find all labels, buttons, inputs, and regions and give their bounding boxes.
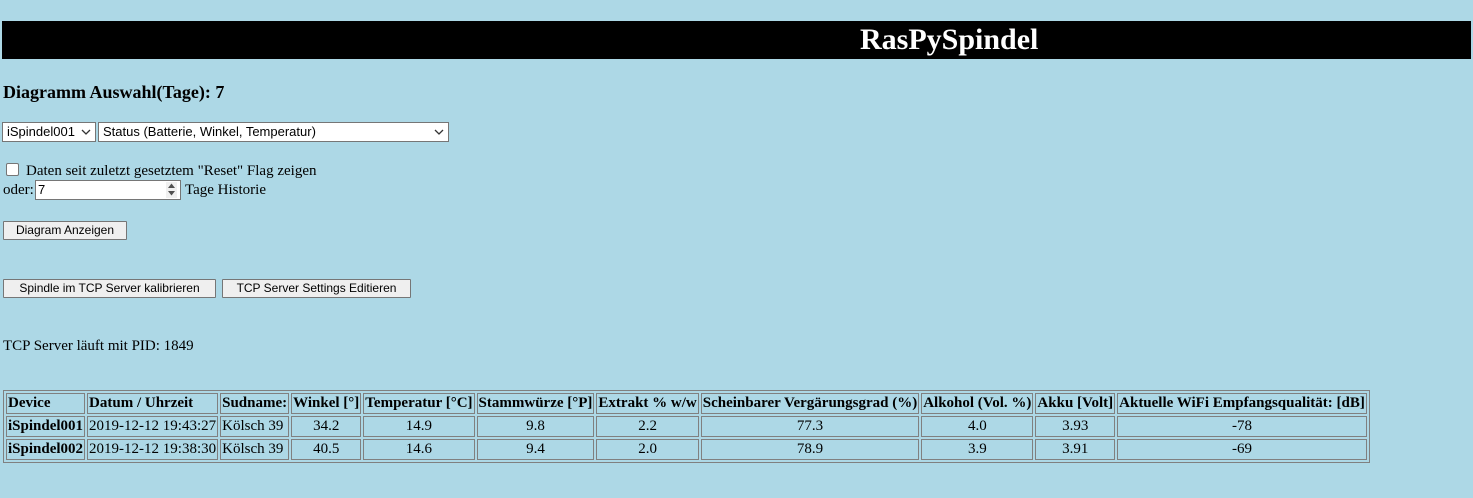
- column-header: Sudname:: [220, 393, 290, 414]
- show-diagram-button[interactable]: Diagram Anzeigen: [3, 221, 127, 240]
- spin-down-button[interactable]: [166, 190, 177, 198]
- wifi-cell: -69: [1117, 439, 1367, 460]
- column-header: Aktuelle WiFi Empfangsqualität: [dB]: [1117, 393, 1367, 414]
- attenuation-cell: 77.3: [700, 416, 920, 437]
- column-header: Device: [6, 393, 86, 414]
- temperature-cell: 14.9: [363, 416, 475, 437]
- table-row: iSpindel001 2019-12-12 19:43:27 Kölsch 3…: [6, 416, 1367, 437]
- chevron-down-icon: [434, 129, 444, 135]
- triangle-down-icon: [168, 191, 175, 196]
- timestamp-cell: 2019-12-12 19:38:30: [87, 439, 219, 460]
- brew-name-cell: Kölsch 39: [220, 416, 290, 437]
- angle-cell: 34.2: [291, 416, 362, 437]
- diagram-type-select[interactable]: Status (Batterie, Winkel, Temperatur): [98, 122, 449, 142]
- timestamp-cell: 2019-12-12 19:43:27: [87, 416, 219, 437]
- alcohol-cell: 3.9: [921, 439, 1034, 460]
- column-header: Akku [Volt]: [1035, 393, 1116, 414]
- spindle-data-table: Device Datum / Uhrzeit Sudname: Winkel […: [3, 390, 1370, 463]
- extract-cell: 2.0: [596, 439, 699, 460]
- title-bar: RasPySpindel: [2, 21, 1471, 59]
- tcp-server-status: TCP Server läuft mit PID: 1849: [3, 338, 194, 354]
- reset-flag-label: Daten seit zuletzt gesetztem "Reset" Fla…: [26, 163, 317, 179]
- history-days-value: 7: [38, 182, 46, 197]
- column-header: Datum / Uhrzeit: [87, 393, 219, 414]
- column-header: Scheinbarer Vergärungsgrad (%): [700, 393, 920, 414]
- wifi-cell: -78: [1117, 416, 1367, 437]
- column-header: Alkohol (Vol. %): [921, 393, 1034, 414]
- diagram-selection-heading: Diagramm Auswahl(Tage): 7: [3, 82, 225, 102]
- chevron-down-icon: [81, 129, 91, 135]
- table-row: iSpindel002 2019-12-12 19:38:30 Kölsch 3…: [6, 439, 1367, 460]
- history-days-input[interactable]: 7: [35, 180, 181, 200]
- device-cell: iSpindel001: [6, 416, 86, 437]
- diagram-type-select-value: Status (Batterie, Winkel, Temperatur): [103, 124, 316, 139]
- history-days-suffix: Tage Historie: [185, 182, 267, 198]
- column-header: Stammwürze [°P]: [476, 393, 595, 414]
- days-spinner[interactable]: [166, 182, 177, 198]
- edit-tcp-settings-button[interactable]: TCP Server Settings Editieren: [222, 279, 411, 298]
- original-gravity-cell: 9.4: [476, 439, 595, 460]
- extract-cell: 2.2: [596, 416, 699, 437]
- column-header: Winkel [°]: [291, 393, 362, 414]
- device-select-value: iSpindel001: [7, 124, 75, 139]
- triangle-up-icon: [168, 183, 175, 188]
- spin-up-button[interactable]: [166, 182, 177, 190]
- reset-flag-checkbox[interactable]: [6, 163, 19, 176]
- device-cell: iSpindel002: [6, 439, 86, 460]
- attenuation-cell: 78.9: [700, 439, 920, 460]
- angle-cell: 40.5: [291, 439, 362, 460]
- original-gravity-cell: 9.8: [476, 416, 595, 437]
- table-header-row: Device Datum / Uhrzeit Sudname: Winkel […: [6, 393, 1367, 414]
- device-select[interactable]: iSpindel001: [2, 122, 96, 142]
- column-header: Extrakt % w/w: [596, 393, 699, 414]
- battery-cell: 3.93: [1035, 416, 1116, 437]
- page-title: RasPySpindel: [860, 23, 1039, 56]
- brew-name-cell: Kölsch 39: [220, 439, 290, 460]
- oder-label: oder:: [3, 182, 34, 198]
- temperature-cell: 14.6: [363, 439, 475, 460]
- calibrate-spindle-button[interactable]: Spindle im TCP Server kalibrieren: [3, 279, 216, 298]
- column-header: Temperatur [°C]: [363, 393, 475, 414]
- alcohol-cell: 4.0: [921, 416, 1034, 437]
- battery-cell: 3.91: [1035, 439, 1116, 460]
